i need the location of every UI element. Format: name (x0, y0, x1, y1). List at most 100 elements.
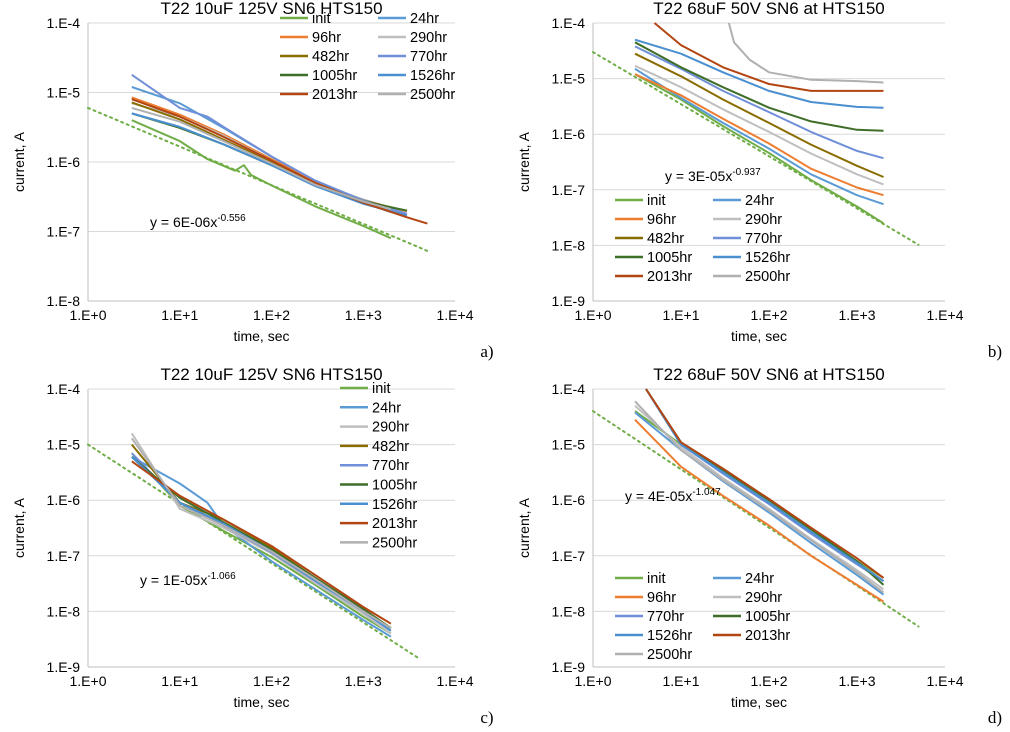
y-tick-label: 1.E-8 (552, 237, 586, 253)
y-tick-label: 1.E-7 (47, 548, 81, 564)
x-tick-label: 1.E+0 (70, 307, 107, 323)
chart-title: T22 68uF 50V SN6 at HTS150 (653, 0, 885, 18)
series-line-1526hr (131, 112, 408, 217)
y-tick-label: 1.E-6 (47, 492, 81, 508)
chart-panel-a: 1.E+0 1.E+1 1.E+2 1.E+3 1.E+4 1.E-8 1.E-7 1.E-6… (0, 0, 505, 366)
x-tick-label: 1.E+3 (345, 307, 382, 323)
legend-label-770hr: 770hr (410, 49, 447, 65)
legend-label-96hr: 96hr (647, 590, 676, 606)
chart-title: T22 10uF 125V SN6 HTS150 (160, 365, 382, 384)
trendline (87, 443, 420, 660)
y-axis-label: current, A (11, 497, 27, 558)
x-tick-label: 1.E+3 (345, 673, 382, 689)
chart-c: 1.E+0 1.E+1 1.E+2 1.E+3 1.E+4 1.E-9 1.E-8 1.E-7… (11, 365, 494, 727)
x-tick-label: 1.E+0 (70, 673, 107, 689)
series-line-1526hr (634, 38, 884, 109)
legend-label-482hr: 482hr (312, 49, 349, 65)
y-tick-label: 1.E-7 (552, 548, 586, 564)
y-tick-label: 1.E-8 (47, 293, 81, 309)
legend-label-1005hr: 1005hr (312, 68, 357, 84)
panel-label: a) (480, 342, 493, 361)
legend-label-482hr: 482hr (647, 231, 684, 247)
series-line-1526hr (645, 388, 885, 582)
y-tick-label: 1.E-9 (47, 659, 81, 675)
legend-label-482hr: 482hr (372, 439, 409, 455)
legend-label-init: init (647, 193, 666, 209)
trendline-exponent: -1.047 (692, 487, 721, 498)
legend-label-1526hr: 1526hr (372, 497, 417, 513)
panel-label: d) (988, 708, 1002, 727)
legend-label-2013hr: 2013hr (745, 628, 790, 644)
trendline-equation: y = 6E-06x-0.556 (150, 213, 246, 230)
y-axis-label: current, A (516, 131, 532, 192)
trendline-exponent: -0.556 (217, 213, 246, 224)
x-tick-label: 1.E+3 (839, 307, 876, 323)
chart-panel-d: 1.E+0 1.E+1 1.E+2 1.E+3 1.E+4 1.E-9 1.E-8 1.E-7… (505, 365, 1010, 732)
legend-label-2500hr: 2500hr (745, 269, 790, 285)
series-line-96hr (634, 73, 884, 197)
legend-label-2500hr: 2500hr (410, 87, 455, 103)
series-line-290hr (634, 64, 884, 186)
legend-label-290hr: 290hr (745, 212, 782, 228)
x-tick-label: 1.E+0 (575, 673, 612, 689)
y-tick-label: 1.E-6 (47, 154, 81, 170)
y-tick-label: 1.E-8 (552, 603, 586, 619)
trendline-exponent: -1.066 (207, 571, 236, 582)
y-tick-label: 1.E-5 (47, 85, 81, 101)
legend-label-290hr: 290hr (410, 30, 447, 46)
chart-title: T22 68uF 50V SN6 at HTS150 (653, 365, 885, 384)
legend-label-2500hr: 2500hr (647, 647, 692, 663)
legend-label-1526hr: 1526hr (745, 250, 790, 266)
x-tick-label: 1.E+4 (927, 307, 964, 323)
series-line-24hr (634, 67, 884, 206)
x-tick-label: 1.E+4 (927, 673, 964, 689)
legend-label-24hr: 24hr (745, 193, 774, 209)
x-axis-label: time, sec (233, 694, 289, 710)
legend-label-init: init (312, 11, 331, 27)
y-tick-label: 1.E-5 (552, 71, 586, 87)
chart-panel-b: 1.E+0 1.E+1 1.E+2 1.E+3 1.E+4 1.E-9 1.E-8 1.E-7… (505, 0, 1010, 366)
x-tick-label: 1.E+0 (575, 307, 612, 323)
series-line-96hr (634, 419, 885, 603)
series-line-init (634, 73, 885, 225)
legend-label-24hr: 24hr (745, 571, 774, 587)
legend-label-290hr: 290hr (372, 420, 409, 436)
legend-label-24hr: 24hr (372, 400, 401, 416)
y-tick-label: 1.E-7 (47, 224, 81, 240)
legend-label-1005hr: 1005hr (647, 250, 692, 266)
panel-label: c) (480, 708, 493, 727)
y-axis-label: current, A (516, 497, 532, 558)
y-tick-label: 1.E-5 (552, 437, 586, 453)
panel-label: b) (988, 342, 1002, 361)
series-line-482hr (634, 52, 884, 178)
legend-label-1526hr: 1526hr (410, 68, 455, 84)
series-line-2013hr (131, 460, 392, 625)
series-line-2500hr (130, 437, 392, 629)
legend-label-2500hr: 2500hr (372, 535, 417, 551)
legend-label-24hr: 24hr (410, 11, 439, 27)
x-tick-label: 1.E+1 (161, 673, 198, 689)
trendline (87, 106, 429, 252)
legend-label-290hr: 290hr (745, 590, 782, 606)
y-tick-label: 1.E-6 (552, 126, 586, 142)
legend-label-2013hr: 2013hr (312, 87, 357, 103)
trendline-equation: y = 4E-05x-1.047 (625, 487, 721, 504)
x-axis-label: time, sec (731, 328, 787, 344)
x-axis-label: time, sec (233, 328, 289, 344)
series-line-2013hr (653, 22, 884, 92)
x-tick-label: 1.E+2 (253, 673, 290, 689)
series-line-2500hr (727, 22, 884, 84)
y-tick-label: 1.E-8 (47, 603, 81, 619)
legend-label-2013hr: 2013hr (647, 269, 692, 285)
series-line-1005hr (131, 456, 392, 629)
trendline-exponent: -0.937 (732, 167, 761, 178)
series-line-290hr (634, 404, 885, 591)
y-tick-label: 1.E-4 (47, 15, 81, 31)
y-tick-label: 1.E-9 (552, 659, 586, 675)
legend-label-1005hr: 1005hr (372, 478, 417, 494)
x-tick-label: 1.E+4 (437, 307, 474, 323)
series-line-770hr (634, 45, 884, 160)
series-line-2013hr (645, 388, 885, 579)
legend-label-1526hr: 1526hr (647, 628, 692, 644)
series-line-2500hr (634, 400, 885, 594)
